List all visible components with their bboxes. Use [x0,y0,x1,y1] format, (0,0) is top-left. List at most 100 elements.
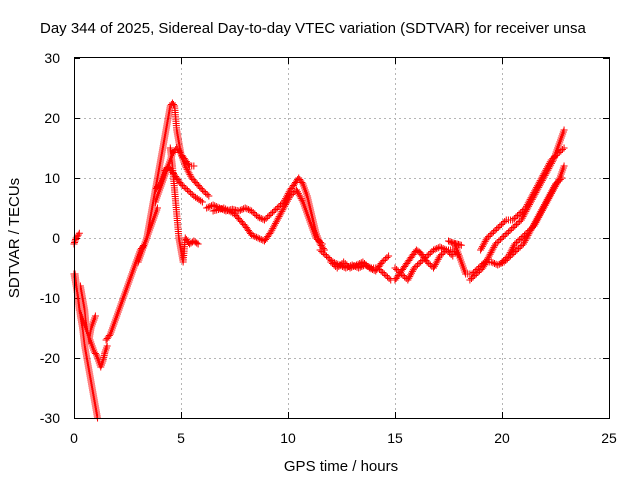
data-point-interp [501,255,509,263]
data-point-interp [91,350,99,357]
data-point [511,222,519,230]
data-point-interp [497,221,505,228]
y-tick-label: 20 [44,110,60,126]
data-point [410,264,418,272]
series-track-p [451,174,566,278]
data-point-interp [512,213,520,221]
data-point-interp [520,231,528,239]
y-tick-label: 10 [44,170,60,186]
data-point [466,276,474,284]
data-point-interp [204,203,212,211]
data-point-interp [238,206,246,213]
data-point-interp [357,259,365,267]
data-point-interp [425,251,433,258]
data-point-interp [512,221,520,228]
data-point [483,234,491,242]
data-point-interp [508,225,516,233]
series-track-n [391,246,463,284]
data-point [267,210,275,218]
data-point-interp [251,210,259,218]
data-point-interp [516,236,524,243]
data-point-interp [499,219,507,227]
data-point-interp [317,239,325,246]
data-point-interp [361,260,369,267]
data-point [524,228,532,236]
data-point [496,222,504,230]
data-point [254,213,262,221]
data-point-interp [474,269,482,276]
data-point [489,228,497,236]
data-point-interp [315,237,323,245]
data-point-interp [550,153,558,161]
data-point-interp [552,152,560,159]
x-tick-label: 25 [601,430,617,446]
data-point-interp [200,188,208,195]
data-point-interp [383,254,391,261]
data-point-interp [446,249,454,257]
data-point-interp [489,259,497,267]
data-point [380,270,388,278]
data-point-interp [193,239,201,247]
y-tick-label: -10 [40,290,60,306]
data-point-interp [236,206,244,214]
x-axis-label: GPS time / hours [284,458,398,475]
data-point-interp [318,248,326,255]
data-point-interp [517,209,525,216]
data-point-interp [223,206,231,214]
series-track-k [209,186,326,248]
series-track-a [70,270,102,422]
data-point [177,180,185,188]
data-point [346,264,354,272]
data-point-interp [506,227,514,234]
data-point-interp [500,233,508,240]
data-point-interp [514,237,522,245]
data-point [205,192,213,200]
y-axis-label: SDTVAR / TECUs [6,178,23,298]
data-point-interp [476,267,484,275]
data-point [327,258,335,266]
data-point-interp [439,245,447,252]
data-point-interp [298,196,306,204]
data-point-interp [251,233,259,240]
data-point-interp [384,273,392,281]
series-track-q [466,126,568,284]
data-point [260,216,268,224]
data-point-interp [425,260,433,267]
data-point [316,246,324,254]
data-point-interp [243,205,251,213]
x-tick-label: 20 [494,430,510,446]
data-point-interp [202,189,210,197]
data-point-interp [351,262,359,270]
series-track-r [477,144,568,254]
data-point-interp [431,245,439,253]
data-point [198,198,206,206]
data-point [560,126,568,134]
data-point-interp [420,255,428,263]
data-point-interp [227,208,235,216]
y-tick-label: 0 [52,230,60,246]
data-point-interp [381,255,389,263]
data-point-interp [557,147,565,155]
data-point-interp [313,236,321,243]
data-point [417,258,425,266]
data-point-interp [326,255,334,263]
x-tick-label: 0 [70,430,78,446]
data-point [71,237,79,245]
data-point-interp [515,245,523,252]
data-point-interp [438,251,446,258]
data-point-interp [206,203,214,210]
data-point [449,252,457,260]
data-point-interp [252,233,260,241]
data-point [190,162,198,170]
data-point [442,246,450,254]
data-point [515,210,523,218]
data-point [241,204,249,212]
data-point-interp [501,231,509,239]
data-point-interp [447,251,455,258]
data-point [504,228,512,236]
data-point-interp [555,176,563,184]
data-point-interp [514,219,522,227]
data-point-interp [330,261,338,269]
data-point [91,312,99,320]
